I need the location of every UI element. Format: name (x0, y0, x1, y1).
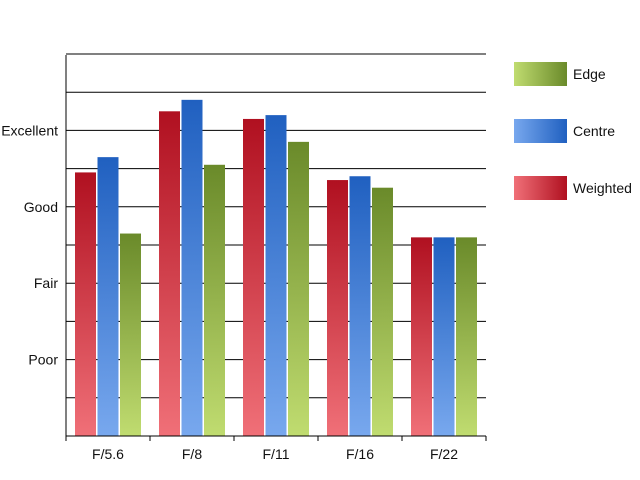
y-tick-labels: Poor Fair Good Excellent (1, 122, 58, 367)
bar-weighted-f-22 (411, 237, 432, 436)
y-tick-label-poor: Poor (28, 352, 58, 368)
bar-centre-f-11 (265, 115, 287, 437)
bar-centre-f-5-6 (97, 157, 119, 436)
x-tick-label-f-16: F/16 (346, 446, 374, 462)
bar-centre-f-22 (433, 237, 455, 436)
legend-label-centre: Centre (573, 123, 615, 139)
bars (75, 99, 477, 437)
legend-label-weighted: Weighted (573, 180, 632, 196)
legend-swatch-edge (514, 62, 567, 86)
bar-centre-f-8 (181, 99, 203, 436)
x-tick-label-f-5-6: F/5.6 (92, 446, 124, 462)
legend: Edge Centre Weighted (514, 62, 632, 200)
bar-weighted-f-11 (243, 118, 264, 436)
bar-edge-f-5-6 (120, 233, 141, 436)
bar-edge-f-11 (288, 141, 309, 437)
bar-edge-f-22 (456, 237, 477, 436)
bar-edge-f-8 (204, 164, 225, 436)
legend-swatch-weighted (514, 176, 567, 200)
bar-centre-f-16 (349, 176, 371, 437)
x-tick-label-f-8: F/8 (182, 446, 202, 462)
bar-edge-f-16 (372, 187, 393, 436)
legend-swatch-centre (514, 119, 567, 143)
y-tick-label-good: Good (24, 199, 58, 215)
bar-weighted-f-16 (327, 180, 348, 436)
bar-weighted-f-5-6 (75, 172, 96, 437)
x-tick-label-f-22: F/22 (430, 446, 458, 462)
bar-weighted-f-8 (159, 111, 180, 437)
x-tick-label-f-11: F/11 (263, 446, 290, 462)
y-tick-label-excellent: Excellent (1, 122, 58, 138)
legend-label-edge: Edge (573, 66, 606, 82)
x-tick-labels: F/5.6 F/8 F/11 F/16 F/22 (92, 446, 458, 462)
axes (65, 55, 487, 441)
y-tick-label-fair: Fair (34, 275, 58, 291)
